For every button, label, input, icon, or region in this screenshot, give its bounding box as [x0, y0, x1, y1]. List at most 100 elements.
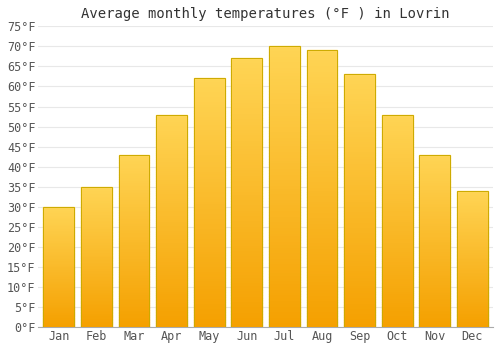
Bar: [232, 185, 262, 188]
Bar: [344, 292, 375, 294]
Bar: [81, 218, 112, 219]
Bar: [81, 230, 112, 232]
Bar: [344, 140, 375, 143]
Bar: [194, 96, 224, 98]
Bar: [420, 186, 450, 188]
Bar: [420, 262, 450, 264]
Bar: [306, 305, 338, 308]
Bar: [156, 302, 187, 304]
Bar: [44, 318, 74, 319]
Bar: [194, 275, 224, 278]
Bar: [269, 248, 300, 251]
Bar: [118, 156, 150, 158]
Bar: [457, 233, 488, 235]
Bar: [81, 326, 112, 327]
Bar: [81, 287, 112, 288]
Bar: [156, 172, 187, 174]
Bar: [269, 198, 300, 201]
Bar: [420, 264, 450, 265]
Bar: [306, 230, 338, 233]
Bar: [420, 170, 450, 172]
Bar: [232, 287, 262, 290]
Bar: [44, 237, 74, 238]
Bar: [382, 183, 412, 185]
Bar: [194, 103, 224, 106]
Bar: [420, 294, 450, 296]
Bar: [420, 318, 450, 320]
Bar: [118, 246, 150, 248]
Bar: [232, 66, 262, 69]
Title: Average monthly temperatures (°F ) in Lovrin: Average monthly temperatures (°F ) in Lo…: [82, 7, 450, 21]
Bar: [232, 271, 262, 273]
Bar: [269, 274, 300, 277]
Bar: [306, 53, 338, 56]
Bar: [344, 112, 375, 115]
Bar: [306, 86, 338, 89]
Bar: [457, 301, 488, 303]
Bar: [118, 218, 150, 220]
Bar: [457, 209, 488, 210]
Bar: [420, 168, 450, 170]
Bar: [344, 234, 375, 236]
Bar: [81, 296, 112, 298]
Bar: [81, 268, 112, 270]
Bar: [81, 253, 112, 254]
Bar: [81, 237, 112, 239]
Bar: [232, 247, 262, 249]
Bar: [44, 261, 74, 262]
Bar: [457, 230, 488, 232]
Bar: [118, 217, 150, 218]
Bar: [232, 322, 262, 324]
Bar: [118, 315, 150, 317]
Bar: [457, 191, 488, 327]
Bar: [156, 270, 187, 272]
Bar: [44, 325, 74, 326]
Bar: [156, 208, 187, 210]
Bar: [269, 268, 300, 271]
Bar: [382, 187, 412, 189]
Bar: [344, 246, 375, 249]
Bar: [306, 297, 338, 300]
Bar: [44, 324, 74, 325]
Bar: [344, 97, 375, 100]
Bar: [269, 251, 300, 254]
Bar: [457, 202, 488, 203]
Bar: [44, 271, 74, 272]
Bar: [118, 208, 150, 210]
Bar: [382, 168, 412, 170]
Bar: [194, 106, 224, 108]
Bar: [44, 288, 74, 289]
Bar: [382, 208, 412, 210]
Bar: [420, 267, 450, 268]
Bar: [344, 92, 375, 94]
Bar: [306, 181, 338, 183]
Bar: [44, 306, 74, 307]
Bar: [81, 280, 112, 281]
Bar: [420, 243, 450, 244]
Bar: [269, 201, 300, 204]
Bar: [420, 224, 450, 225]
Bar: [194, 302, 224, 305]
Bar: [457, 254, 488, 255]
Bar: [194, 83, 224, 86]
Bar: [44, 316, 74, 318]
Bar: [156, 185, 187, 187]
Bar: [118, 194, 150, 196]
Bar: [382, 308, 412, 310]
Bar: [44, 225, 74, 226]
Bar: [382, 313, 412, 315]
Bar: [306, 139, 338, 142]
Bar: [156, 147, 187, 149]
Bar: [194, 307, 224, 310]
Bar: [344, 181, 375, 183]
Bar: [118, 320, 150, 322]
Bar: [382, 197, 412, 199]
Bar: [156, 163, 187, 166]
Bar: [44, 283, 74, 284]
Bar: [232, 308, 262, 311]
Bar: [306, 241, 338, 244]
Bar: [156, 274, 187, 276]
Bar: [118, 234, 150, 236]
Bar: [344, 284, 375, 287]
Bar: [420, 248, 450, 250]
